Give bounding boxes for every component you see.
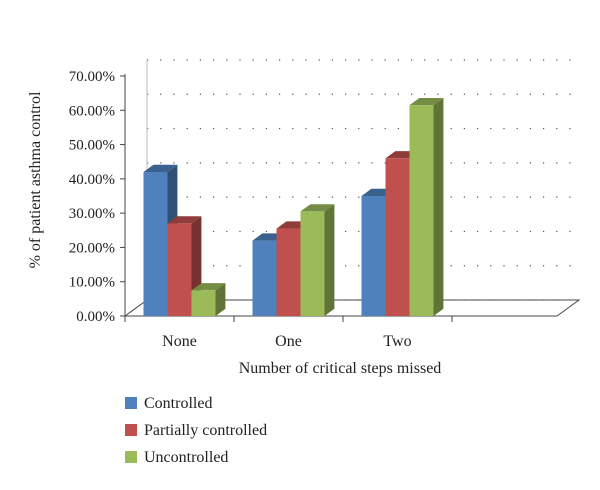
legend-label: Controlled bbox=[144, 395, 212, 412]
y-tick-label: 70.00% bbox=[69, 69, 115, 85]
bar bbox=[191, 283, 226, 316]
legend-swatch bbox=[125, 397, 137, 409]
legend-label: Partially controlled bbox=[144, 422, 267, 439]
legend-swatch bbox=[125, 424, 137, 436]
y-tick-label: 0.00% bbox=[76, 309, 115, 325]
y-tick-label: 20.00% bbox=[69, 240, 115, 256]
legend-label: Uncontrolled bbox=[144, 449, 228, 466]
y-tick-label: 10.00% bbox=[69, 275, 115, 291]
x-axis-title: Number of critical steps missed bbox=[239, 360, 442, 377]
bars bbox=[143, 97, 444, 317]
y-tick-labels: 0.00% 10.00% 20.00% 30.00% 40.00% 50.00% 60.00… bbox=[69, 69, 115, 325]
x-tick-labels: None One Two bbox=[162, 333, 411, 350]
x-tick-label: Two bbox=[383, 333, 411, 350]
y-tick-label: 60.00% bbox=[69, 103, 115, 119]
y-tick-label: 40.00% bbox=[69, 172, 115, 188]
x-tick-label: One bbox=[275, 333, 302, 350]
bar bbox=[409, 97, 444, 317]
x-tick-label: None bbox=[162, 333, 197, 350]
y-tick-label: 50.00% bbox=[69, 138, 115, 154]
y-tick-label: 30.00% bbox=[69, 206, 115, 222]
y-axis-title: % of patient asthma control bbox=[27, 91, 44, 268]
bar bbox=[300, 204, 335, 316]
legend-swatch bbox=[125, 451, 137, 463]
legend: Controlled Partially controlled Uncontroll… bbox=[125, 395, 267, 466]
